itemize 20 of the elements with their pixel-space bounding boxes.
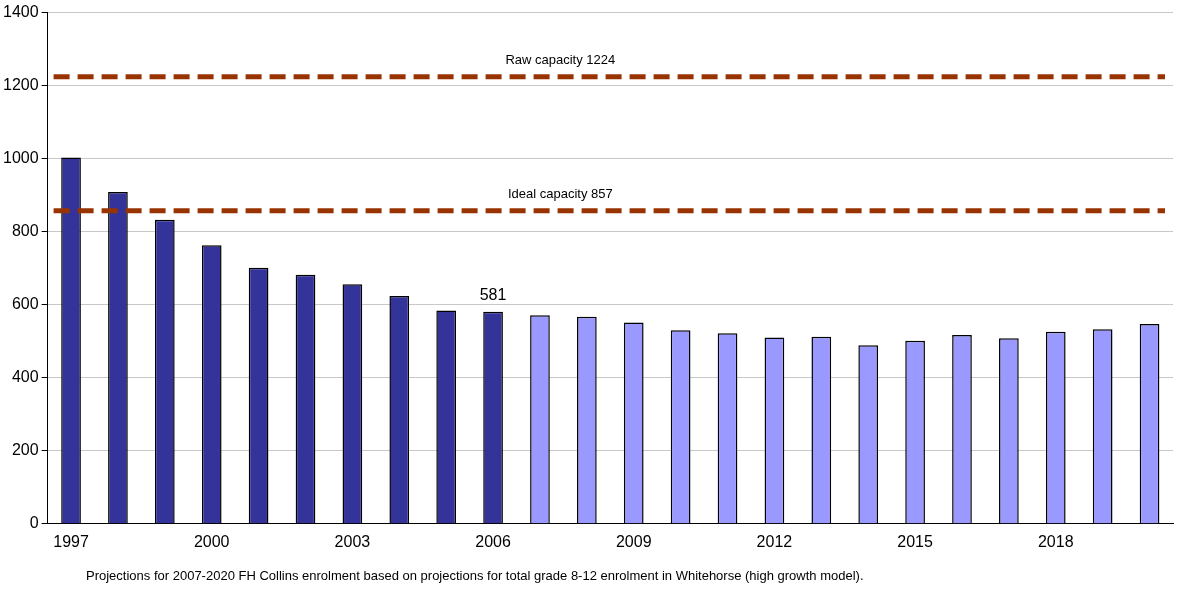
x-tick-label: 2006 xyxy=(475,532,511,550)
y-tick-label: 0 xyxy=(29,514,39,532)
x-tick-label: 2000 xyxy=(193,532,230,550)
x-tick-label: 2003 xyxy=(334,532,371,550)
x-tick-label: 2009 xyxy=(615,532,652,550)
y-tick-label: 400 xyxy=(11,368,39,386)
data-label: 581 xyxy=(479,286,507,304)
x-tick-label: 2018 xyxy=(1037,532,1074,550)
y-tick-label: 600 xyxy=(11,295,39,313)
x-tick-label: 1997 xyxy=(53,532,89,550)
y-tick-label: 1200 xyxy=(3,76,39,94)
y-tick-label: 1400 xyxy=(3,3,39,21)
x-tick-label: 2015 xyxy=(897,532,933,550)
ref-line-label: Raw capacity 1224 xyxy=(505,51,616,67)
y-tick-label: 1000 xyxy=(3,149,39,167)
x-tick-label: 2012 xyxy=(756,532,793,550)
y-tick-label: 800 xyxy=(11,222,39,240)
y-tick-label: 200 xyxy=(11,441,39,459)
ref-line-label: Ideal capacity 857 xyxy=(507,185,613,201)
text: Projections for 2007-2020 FH Collins enrolment based on projections for total grade 8-12 enrolment in Whitehorse (high growth model). xyxy=(86,568,865,583)
